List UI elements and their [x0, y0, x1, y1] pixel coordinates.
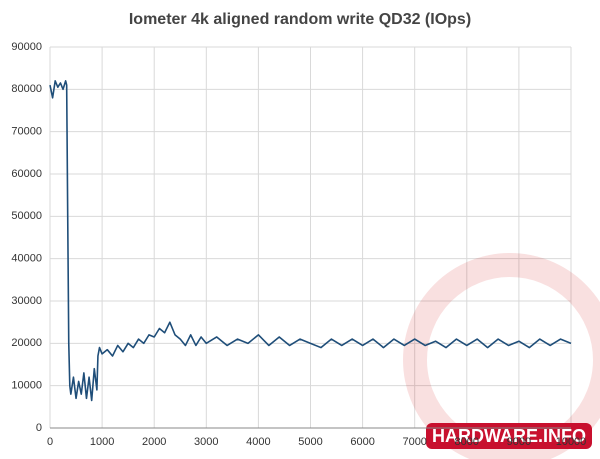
watermark-badge	[426, 423, 592, 449]
x-tick-label: 9000	[507, 436, 531, 448]
x-tick-label: 7000	[402, 436, 426, 448]
y-tick-label: 0	[36, 422, 42, 434]
watermark-ring	[403, 253, 600, 459]
x-tick-label: 10000	[556, 436, 587, 448]
x-tick-label: 8000	[455, 436, 479, 448]
chart-title: Iometer 4k aligned random write QD32 (IO…	[129, 11, 471, 28]
data-line	[49, 80, 572, 402]
y-tick-label: 70000	[11, 126, 42, 138]
x-tick-label: 2000	[142, 436, 166, 448]
y-tick-label: 80000	[11, 83, 42, 95]
x-tick-label: 0	[47, 436, 53, 448]
watermark: HARDWARE.INFO	[432, 426, 586, 446]
y-tick-label: 30000	[11, 295, 42, 307]
y-tick-label: 10000	[11, 380, 42, 392]
x-tick-label: 6000	[350, 436, 374, 448]
y-tick-label: 90000	[11, 41, 42, 53]
x-tick-label: 3000	[194, 436, 218, 448]
y-tick-label: 20000	[11, 337, 42, 349]
y-tick-label: 60000	[11, 168, 42, 180]
y-tick-label: 40000	[11, 253, 42, 265]
x-tick-label: 4000	[246, 436, 270, 448]
watermark-logo	[403, 253, 600, 459]
x-tick-label: 5000	[298, 436, 322, 448]
y-tick-label: 50000	[11, 210, 42, 222]
x-tick-label: 1000	[90, 436, 114, 448]
